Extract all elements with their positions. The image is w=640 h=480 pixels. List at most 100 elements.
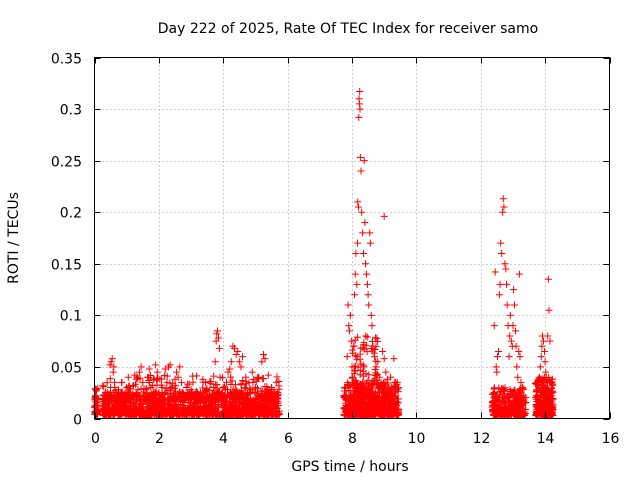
data-point [270,390,278,398]
data-point [356,350,364,358]
data-point [166,379,174,387]
data-point [261,405,269,413]
data-point [371,393,379,401]
grid-lines [94,57,610,419]
data-point [394,399,402,407]
data-point [356,371,364,379]
data-point [541,358,549,366]
data-point [164,405,172,413]
data-point [255,373,263,381]
data-point [176,363,184,371]
data-point [237,363,245,371]
data-point [548,397,556,405]
data-point [138,410,146,418]
data-point [210,384,218,392]
data-point [545,306,553,314]
data-point [362,332,370,340]
data-point [251,384,259,392]
data-point [367,391,375,399]
data-point [367,382,375,390]
data-point [514,402,522,410]
data-point [203,386,211,394]
data-point [272,410,280,418]
data-point [112,403,120,411]
data-point [388,411,396,419]
data-point [168,403,176,411]
data-point [94,384,102,392]
data-point [385,396,393,404]
data-point [363,280,371,288]
data-point [142,386,150,394]
data-point [359,378,367,386]
data-point [516,353,524,361]
data-point [250,411,258,419]
data-point [237,387,245,395]
data-point [537,393,545,401]
data-point [350,342,358,350]
data-point [342,408,350,416]
data-point [206,411,214,419]
data-point [136,374,144,382]
data-point [186,408,194,416]
data-point [384,392,392,400]
data-point [515,347,523,355]
data-point [505,353,513,361]
data-point [374,358,382,366]
x-tick-label: 6 [284,431,293,447]
data-point [548,389,556,397]
data-point [194,389,201,397]
data-point [214,392,222,400]
data-point [540,405,548,413]
data-point [361,219,369,227]
data-point [373,334,381,342]
data-point [342,403,350,411]
data-point [232,351,240,359]
data-point [495,291,503,299]
data-point [168,384,176,392]
data-point [490,322,498,330]
data-point [363,403,371,411]
data-point [223,386,231,394]
data-point [259,395,267,403]
data-point [267,396,275,404]
data-point [234,394,242,402]
data-point [351,400,359,408]
data-point [510,394,518,402]
data-point [387,373,395,381]
data-point [224,368,232,376]
data-point [100,383,108,391]
y-tick-label: 0.25 [51,155,82,171]
data-point [541,403,549,411]
data-point [268,384,276,392]
data-point [154,411,162,419]
data-point [535,401,543,409]
data-point [379,347,387,355]
data-point [365,301,373,309]
data-point [538,385,546,393]
data-point [492,363,500,371]
data-point [145,379,153,387]
y-tick-label: 0.15 [51,258,82,274]
data-point [106,361,114,369]
data-point [247,386,255,394]
data-point [161,410,169,418]
data-point [357,404,365,412]
data-point [537,353,545,361]
data-point [148,382,156,390]
data-point [357,360,365,368]
data-point [204,411,212,419]
data-point [172,382,180,390]
data-point [356,105,364,113]
data-point [507,337,515,345]
data-point [128,396,136,404]
data-point [493,368,501,376]
data-point [513,363,521,371]
data-point [380,404,388,412]
data-point [390,394,398,402]
data-point [235,358,243,366]
data-point [260,390,268,398]
data-point [199,384,207,392]
data-point [121,399,129,407]
data-point [210,372,218,380]
data-points [91,88,557,419]
